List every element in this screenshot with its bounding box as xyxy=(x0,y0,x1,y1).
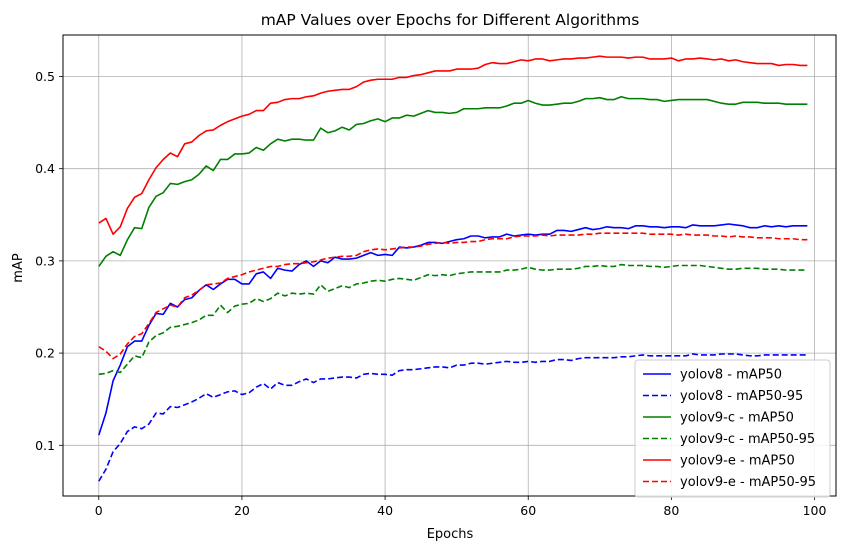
series-line xyxy=(98,95,808,267)
chart-title: mAP Values over Epochs for Different Alg… xyxy=(261,11,640,29)
y-tick-label: 0.3 xyxy=(35,253,55,268)
y-tick-label: 0.5 xyxy=(35,69,55,84)
legend-label: yolov8 - mAP50-95 xyxy=(680,389,803,404)
series-line xyxy=(98,353,808,482)
x-tick-label: 60 xyxy=(520,503,536,518)
plot-frame xyxy=(62,34,837,497)
series-lines xyxy=(98,55,808,482)
x-tick-label: 0 xyxy=(95,503,103,518)
legend-label: yolov9-c - mAP50-95 xyxy=(680,432,815,447)
x-tick-label: 80 xyxy=(663,503,679,518)
series-line xyxy=(98,223,808,436)
y-axis-label: mAP xyxy=(11,253,26,283)
legend-label: yolov9-e - mAP50 xyxy=(680,454,795,469)
series-line xyxy=(98,263,808,376)
x-tick-label: 40 xyxy=(377,503,393,518)
legend-label: yolov9-c - mAP50 xyxy=(680,411,794,426)
y-tick-label: 0.1 xyxy=(35,438,55,453)
legend-label: yolov8 - mAP50 xyxy=(680,368,782,383)
series-line xyxy=(98,55,808,235)
axis-ticks: 0 20 40 60 80 100 0.1 0.2 0.3 0.4 0.5 xyxy=(35,69,826,518)
legend: yolov8 - mAP50 yolov8 - mAP50-95 yolov9-c … xyxy=(634,359,831,498)
legend-label: yolov9-e - mAP50-95 xyxy=(680,475,816,490)
y-tick-label: 0.2 xyxy=(35,346,55,361)
x-tick-label: 20 xyxy=(234,503,250,518)
series-line xyxy=(98,232,808,360)
y-tick-label: 0.4 xyxy=(35,161,55,176)
legend-box xyxy=(634,359,831,498)
x-axis-label: Epochs xyxy=(427,527,474,542)
grid xyxy=(63,35,836,496)
x-tick-label: 100 xyxy=(803,503,827,518)
